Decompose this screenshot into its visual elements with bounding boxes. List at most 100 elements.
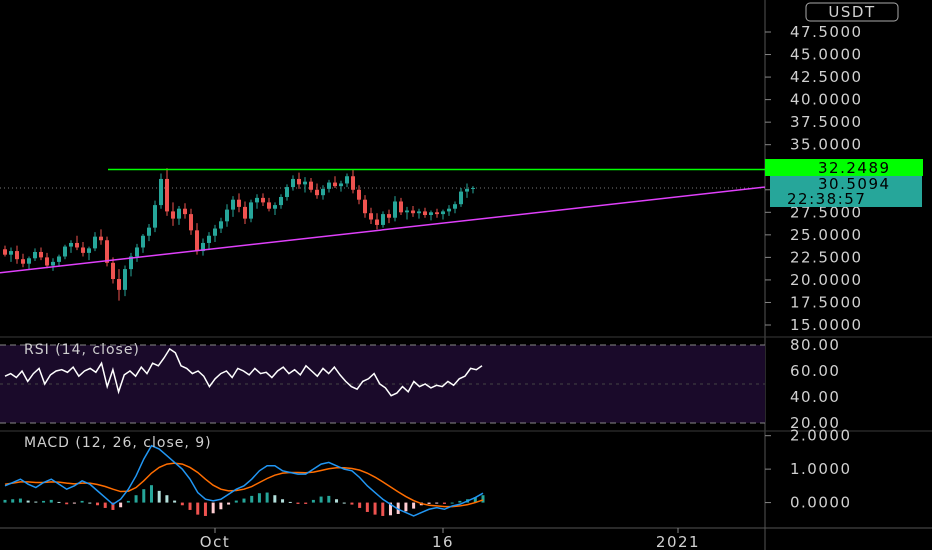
candle-body[interactable]	[153, 205, 157, 228]
currency-badge-box[interactable]	[805, 2, 899, 22]
candle-body[interactable]	[357, 189, 361, 200]
candle-body[interactable]	[411, 210, 415, 214]
candle-body[interactable]	[147, 227, 151, 236]
price-tick-label: 20.0000	[790, 271, 863, 289]
candle-body[interactable]	[33, 251, 37, 259]
candle-body[interactable]	[189, 214, 193, 231]
macd-pane[interactable]: 2.0000 1.0000 0.0000	[3, 427, 852, 517]
candle-body[interactable]	[99, 236, 103, 241]
candle-body[interactable]	[183, 208, 187, 215]
candle-body[interactable]	[21, 259, 25, 264]
candle-body[interactable]	[81, 247, 85, 253]
candle-body[interactable]	[393, 201, 397, 218]
candle-body[interactable]	[405, 210, 409, 213]
candle-body[interactable]	[345, 176, 349, 184]
macd-line[interactable]	[4, 444, 484, 517]
candle-body[interactable]	[3, 249, 7, 255]
candle-body[interactable]	[333, 182, 337, 187]
candle-body[interactable]	[387, 214, 391, 218]
candle-body[interactable]	[15, 251, 19, 260]
candle-body[interactable]	[87, 248, 91, 253]
candle-body[interactable]	[471, 187, 475, 189]
candle-body[interactable]	[129, 256, 133, 270]
candle-body[interactable]	[285, 187, 289, 197]
rsi-title[interactable]: RSI (14, close)	[24, 342, 140, 358]
candle-body[interactable]	[63, 246, 67, 257]
macd-histogram-bar	[26, 500, 30, 503]
candle-body[interactable]	[465, 188, 469, 192]
candle-body[interactable]	[159, 178, 163, 206]
candle-body[interactable]	[255, 197, 259, 203]
candle-body[interactable]	[141, 235, 145, 248]
candle-body[interactable]	[399, 201, 403, 213]
candle-body[interactable]	[57, 256, 61, 262]
candle-body[interactable]	[303, 181, 307, 185]
candle-body[interactable]	[237, 199, 241, 207]
rsi-tick-label: 40.00	[790, 388, 840, 406]
macd-histogram-bar	[134, 495, 138, 503]
candle-body[interactable]	[315, 189, 319, 196]
candle-body[interactable]	[441, 211, 445, 215]
candle-body[interactable]	[69, 242, 73, 247]
candle-body[interactable]	[267, 202, 271, 209]
candle-body[interactable]	[165, 178, 169, 212]
candle-body[interactable]	[339, 183, 343, 187]
candle-body[interactable]	[231, 199, 235, 210]
candle-body[interactable]	[195, 230, 199, 252]
candle-body[interactable]	[375, 219, 379, 225]
candle-body[interactable]	[201, 242, 205, 252]
candle-body[interactable]	[453, 204, 457, 209]
candle-body[interactable]	[363, 199, 367, 214]
macd-histogram-bar	[111, 502, 115, 510]
candle-body[interactable]	[171, 211, 175, 219]
candle-body[interactable]	[291, 178, 295, 188]
candle-body[interactable]	[45, 257, 49, 266]
candle-body[interactable]	[207, 235, 211, 243]
resistance-price-label-bg	[765, 159, 923, 176]
candle-body[interactable]	[381, 214, 385, 225]
candle-body[interactable]	[39, 251, 43, 258]
rsi-pane[interactable]: 80.00 60.00 40.00 20.00	[0, 336, 840, 432]
candle-body[interactable]	[249, 202, 253, 219]
candle-body[interactable]	[93, 236, 97, 249]
macd-histogram-bar	[219, 502, 223, 510]
candle-body[interactable]	[123, 269, 127, 290]
macd-signal-line[interactable]	[4, 462, 484, 508]
candle-body[interactable]	[429, 212, 433, 216]
candle-body[interactable]	[273, 205, 277, 209]
price-pane[interactable]	[0, 168, 766, 301]
candle-body[interactable]	[297, 178, 301, 185]
candle-body[interactable]	[135, 247, 139, 257]
candle-body[interactable]	[261, 197, 265, 203]
candle-body[interactable]	[27, 258, 31, 264]
time-axis[interactable]: Oct 16 2021	[200, 528, 700, 550]
candle-body[interactable]	[9, 251, 13, 255]
candle-body[interactable]	[417, 211, 421, 214]
candle-body[interactable]	[243, 206, 247, 219]
rsi-line[interactable]	[4, 347, 483, 397]
candle-body[interactable]	[459, 191, 463, 205]
candle-body[interactable]	[213, 228, 217, 236]
candle-body[interactable]	[75, 242, 79, 248]
support-trendline[interactable]	[0, 186, 766, 274]
candle-body[interactable]	[219, 221, 223, 229]
candle-body[interactable]	[309, 181, 313, 190]
candle-body[interactable]	[225, 209, 229, 222]
candle-body[interactable]	[447, 208, 451, 212]
candle-body[interactable]	[351, 176, 355, 190]
candle-body[interactable]	[327, 182, 331, 189]
candle-body[interactable]	[321, 188, 325, 196]
candle-body[interactable]	[435, 212, 439, 215]
candle-body[interactable]	[117, 279, 121, 290]
macd-title[interactable]: MACD (12, 26, close, 9)	[24, 435, 212, 451]
candle-body[interactable]	[279, 196, 283, 206]
candle-body[interactable]	[105, 240, 109, 263]
macd-histogram-bar	[234, 500, 238, 503]
candle-body[interactable]	[51, 261, 55, 266]
candle-body[interactable]	[177, 208, 181, 219]
macd-histogram-bar	[442, 502, 446, 504]
candle-body[interactable]	[423, 211, 427, 216]
candle-body[interactable]	[111, 262, 115, 280]
candle-body[interactable]	[369, 213, 373, 220]
